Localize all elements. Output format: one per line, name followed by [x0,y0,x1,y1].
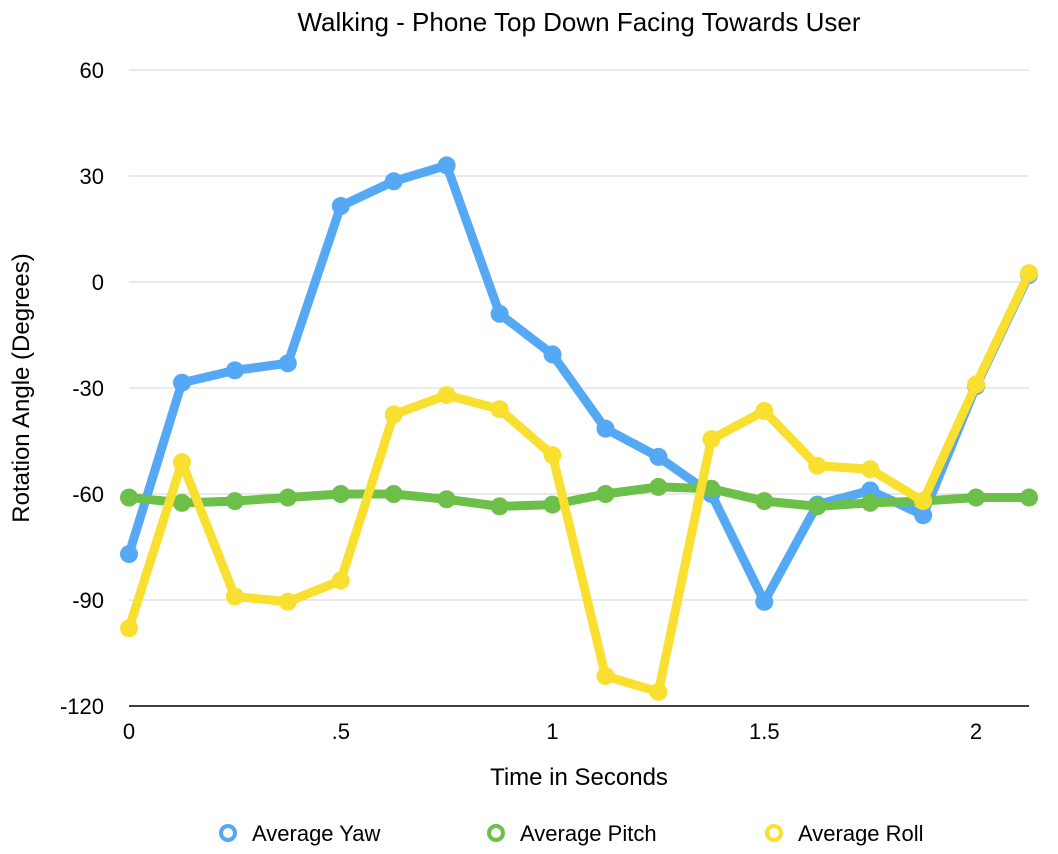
data-point-average-yaw [543,345,562,364]
legend-item-average-yaw: Average Yaw [219,821,381,846]
series-line-average-yaw [124,160,1034,607]
data-point-average-roll [437,386,456,405]
data-point-average-roll [596,666,615,685]
series-line-average-roll [124,268,1034,697]
data-point-average-roll [861,460,880,479]
series-average-yaw [120,156,1038,611]
y-axis-label: Rotation Angle (Degrees) [8,253,35,522]
y-tick-label: 30 [80,164,104,189]
data-point-average-roll [702,430,721,449]
y-tick-label: -120 [60,694,104,719]
data-point-average-roll [755,401,774,420]
data-point-average-pitch [861,493,880,512]
data-point-average-roll [331,571,350,590]
x-axis-ticks: 0 .5 1 1.5 2 [123,719,982,744]
data-point-average-yaw [120,545,138,564]
legend-label: Average Pitch [520,821,657,846]
data-point-average-yaw [384,172,403,191]
data-point-average-pitch [384,485,403,503]
data-point-average-yaw [225,361,244,380]
data-point-average-yaw [331,197,350,216]
data-point-average-roll [914,492,933,511]
data-point-average-roll [490,400,509,419]
legend-label: Average Roll [798,821,924,846]
legend-marker-icon [219,824,237,842]
chart-title: Walking - Phone Top Down Facing Towards … [297,7,860,37]
data-point-average-roll [808,456,827,475]
data-point-average-pitch [596,485,615,503]
x-tick-label: 0 [123,719,135,744]
data-point-average-roll [225,587,244,606]
legend-marker-icon [765,824,783,842]
data-point-average-yaw [755,592,774,611]
data-point-average-roll [543,446,562,465]
data-point-average-pitch [967,488,986,507]
data-point-average-pitch [702,479,721,498]
data-point-average-roll [120,619,138,638]
data-point-average-yaw [490,304,509,323]
x-tick-label: .5 [332,719,350,744]
data-point-average-pitch [1020,488,1038,507]
y-tick-label: 60 [80,58,104,83]
legend-label: Average Yaw [252,821,381,846]
y-tick-label: 0 [92,270,104,295]
data-point-average-pitch [331,485,350,503]
data-point-average-pitch [755,492,774,511]
x-tick-label: 1.5 [749,719,780,744]
data-point-average-pitch [437,490,456,509]
x-axis-label: Time in Seconds [490,764,668,791]
data-point-average-roll [278,592,297,611]
data-point-average-pitch [172,493,191,512]
data-point-average-pitch [490,497,509,516]
data-point-average-pitch [120,488,138,507]
legend: Average Yaw Average Pitch Average Roll [219,821,924,846]
data-point-average-roll [384,405,403,424]
data-point-average-pitch [649,477,668,496]
series-layer [120,156,1038,701]
series-average-pitch [120,477,1038,516]
data-point-average-yaw [172,373,191,392]
data-point-average-pitch [278,488,297,507]
series-average-roll [120,264,1038,701]
data-point-average-roll [649,682,668,701]
y-axis-ticks: 60 30 0 -30 -60 -90 -120 [60,58,104,719]
y-tick-label: -30 [72,376,104,401]
data-point-average-yaw [437,156,456,175]
data-point-average-pitch [808,497,827,516]
data-point-average-yaw [596,419,615,438]
y-tick-label: -90 [72,588,104,613]
data-point-average-yaw [278,354,297,373]
legend-item-average-roll: Average Roll [765,821,924,846]
data-point-average-yaw [649,447,668,466]
data-point-average-roll [1020,264,1038,283]
legend-marker-icon [487,824,505,842]
y-tick-label: -60 [72,482,104,507]
data-point-average-pitch [543,495,562,514]
data-point-average-pitch [225,492,244,511]
x-tick-label: 1 [546,719,558,744]
data-point-average-yaw [861,481,880,500]
x-tick-label: 2 [970,719,982,744]
data-point-average-roll [967,375,986,394]
legend-item-average-pitch: Average Pitch [487,821,657,846]
data-point-average-yaw [914,506,933,525]
data-point-average-roll [172,453,191,472]
